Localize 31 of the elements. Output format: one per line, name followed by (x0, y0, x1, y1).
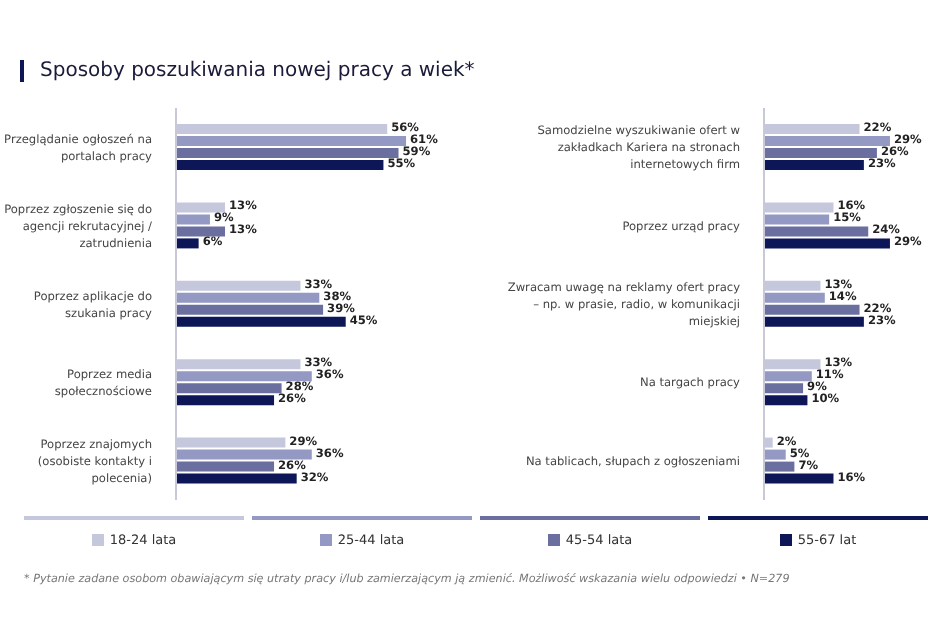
bar (176, 226, 226, 237)
bar (764, 383, 804, 394)
bar (176, 316, 346, 327)
bar (176, 238, 199, 249)
bar (764, 461, 795, 472)
bar (176, 214, 210, 225)
bar (764, 136, 890, 146)
bar (764, 304, 860, 315)
bar (176, 371, 312, 382)
bar (764, 226, 869, 237)
bar (176, 148, 399, 158)
bar (764, 395, 808, 406)
bar (764, 160, 864, 170)
bar (176, 136, 407, 146)
bar (764, 292, 825, 303)
bar (176, 160, 384, 170)
bar (176, 473, 297, 484)
bar (176, 449, 312, 460)
bar (764, 238, 890, 249)
bar (764, 449, 786, 460)
bar (764, 371, 812, 382)
bar (176, 395, 275, 406)
bar (764, 316, 864, 327)
bar (764, 473, 834, 484)
bar (764, 214, 830, 225)
bar (764, 148, 877, 158)
bar (176, 383, 282, 394)
bar (176, 304, 324, 315)
chart-title: Sposoby poszukiwania nowej pracy a wiek* (40, 60, 475, 82)
bar (176, 292, 320, 303)
bar (176, 461, 275, 472)
